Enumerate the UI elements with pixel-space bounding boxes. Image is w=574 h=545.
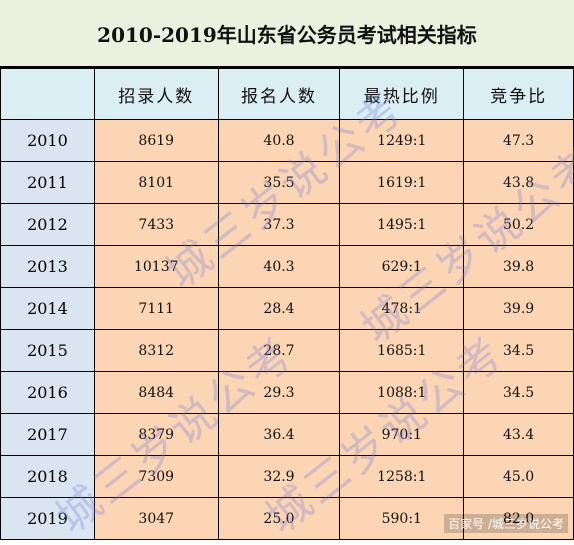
header-year bbox=[0, 68, 95, 120]
hottest-ratio-cell: 1619:1 bbox=[339, 161, 465, 204]
hottest-ratio-cell: 1685:1 bbox=[339, 329, 465, 372]
competition-cell: 43.8 bbox=[463, 161, 574, 204]
table-row: 2013 10137 40.3 629:1 39.8 bbox=[0, 245, 574, 288]
year-cell: 2017 bbox=[0, 413, 95, 456]
header-recruits: 招录人数 bbox=[93, 68, 219, 120]
table-row: 2014 7111 28.4 478:1 39.9 bbox=[0, 287, 574, 330]
competition-cell: 34.5 bbox=[463, 371, 574, 414]
year-cell: 2019 bbox=[0, 497, 95, 540]
hottest-ratio-cell: 1249:1 bbox=[339, 119, 465, 162]
year-cell: 2013 bbox=[0, 245, 95, 288]
applicants-cell: 28.7 bbox=[217, 329, 341, 372]
recruits-cell: 7111 bbox=[93, 287, 219, 330]
applicants-cell: 40.8 bbox=[217, 119, 341, 162]
competition-cell: 39.9 bbox=[463, 287, 574, 330]
header-row: 招录人数 报名人数 最热比例 竞争比 bbox=[0, 68, 574, 120]
recruits-cell: 7309 bbox=[93, 455, 219, 498]
recruits-cell: 10137 bbox=[93, 245, 219, 288]
year-cell: 2011 bbox=[0, 161, 95, 204]
competition-cell: 34.5 bbox=[463, 329, 574, 372]
recruits-cell: 7433 bbox=[93, 203, 219, 246]
table-row: 2011 8101 35.5 1619:1 43.8 bbox=[0, 161, 574, 204]
header-applicants: 报名人数 bbox=[217, 68, 341, 120]
year-cell: 2010 bbox=[0, 119, 95, 162]
recruits-cell: 8379 bbox=[93, 413, 219, 456]
applicants-cell: 40.3 bbox=[217, 245, 341, 288]
applicants-cell: 37.3 bbox=[217, 203, 341, 246]
applicants-cell: 36.4 bbox=[217, 413, 341, 456]
header-competition: 竞争比 bbox=[463, 68, 574, 120]
year-cell: 2015 bbox=[0, 329, 95, 372]
table-row: 2019 3047 25.0 590:1 82.0 bbox=[0, 497, 574, 540]
year-cell: 2018 bbox=[0, 455, 95, 498]
applicants-cell: 28.4 bbox=[217, 287, 341, 330]
competition-cell: 43.4 bbox=[463, 413, 574, 456]
applicants-cell: 29.3 bbox=[217, 371, 341, 414]
year-cell: 2014 bbox=[0, 287, 95, 330]
hottest-ratio-cell: 1258:1 bbox=[339, 455, 465, 498]
recruits-cell: 8484 bbox=[93, 371, 219, 414]
year-cell: 2012 bbox=[0, 203, 95, 246]
recruits-cell: 8619 bbox=[93, 119, 219, 162]
hottest-ratio-cell: 970:1 bbox=[339, 413, 465, 456]
recruits-cell: 8312 bbox=[93, 329, 219, 372]
year-cell: 2016 bbox=[0, 371, 95, 414]
applicants-cell: 35.5 bbox=[217, 161, 341, 204]
table-row: 2017 8379 36.4 970:1 43.4 bbox=[0, 413, 574, 456]
applicants-cell: 25.0 bbox=[217, 497, 341, 540]
header-hottest-ratio: 最热比例 bbox=[339, 68, 465, 120]
table-row: 2016 8484 29.3 1088:1 34.5 bbox=[0, 371, 574, 414]
hottest-ratio-cell: 1495:1 bbox=[339, 203, 465, 246]
applicants-cell: 32.9 bbox=[217, 455, 341, 498]
hottest-ratio-cell: 590:1 bbox=[339, 497, 465, 540]
hottest-ratio-cell: 1088:1 bbox=[339, 371, 465, 414]
source-credit: 百家号 /城三岁说公考 bbox=[444, 514, 568, 533]
table-row: 2010 8619 40.8 1249:1 47.3 bbox=[0, 119, 574, 162]
hottest-ratio-cell: 629:1 bbox=[339, 245, 465, 288]
recruits-cell: 8101 bbox=[93, 161, 219, 204]
competition-cell: 39.8 bbox=[463, 245, 574, 288]
recruits-cell: 3047 bbox=[93, 497, 219, 540]
competition-cell: 47.3 bbox=[463, 119, 574, 162]
table-row: 2015 8312 28.7 1685:1 34.5 bbox=[0, 329, 574, 372]
hottest-ratio-cell: 478:1 bbox=[339, 287, 465, 330]
table-title: 2010-2019年山东省公务员考试相关指标 bbox=[0, 0, 574, 68]
table-row: 2018 7309 32.9 1258:1 45.0 bbox=[0, 455, 574, 498]
competition-cell: 50.2 bbox=[463, 203, 574, 246]
competition-cell: 45.0 bbox=[463, 455, 574, 498]
indicator-table: 招录人数 报名人数 最热比例 竞争比 2010 8619 40.8 1249:1… bbox=[0, 68, 574, 540]
table-row: 2012 7433 37.3 1495:1 50.2 bbox=[0, 203, 574, 246]
competition-cell: 82.0 bbox=[463, 497, 574, 540]
